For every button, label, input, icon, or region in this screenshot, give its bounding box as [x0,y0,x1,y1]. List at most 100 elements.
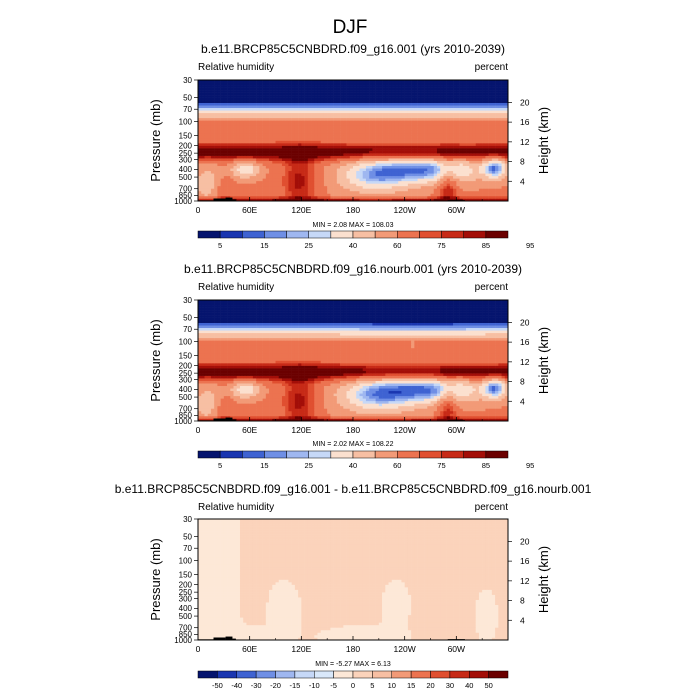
field-cell [320,122,325,126]
colorbar-label: 5 [218,241,222,250]
field-cell [343,165,347,169]
field-cell [401,120,405,124]
field-cell [353,90,357,93]
field-cell [314,153,318,156]
field-cell [449,132,454,136]
field-cell [378,112,383,116]
colorbar-label: 75 [437,241,445,250]
field-cell [466,143,470,146]
field-cell [323,102,328,106]
field-cell [375,165,380,169]
field-cell [269,110,273,114]
field-cell [230,173,234,177]
field-cell [343,418,347,421]
field-cell [323,163,328,167]
field-cell [443,170,447,174]
field-cell [430,150,435,154]
field-cell [369,105,373,109]
field-cell [349,163,354,167]
field-cell [472,413,477,417]
field-cell [359,413,363,417]
field-cell [281,418,286,421]
field-cell [382,163,386,167]
field-cell [398,140,402,144]
field-cell [394,130,399,134]
field-cell [294,158,299,161]
field-cell [201,193,205,197]
field-cell [343,188,347,192]
field-cell [220,188,225,192]
field-cell [333,132,338,136]
field-cell [378,122,383,126]
field-cell [320,85,325,88]
field-cell [265,190,270,194]
field-cell [459,90,464,93]
field-cell [501,127,506,131]
field-cell [233,90,238,93]
field-cell [433,117,438,121]
field-cell [298,125,302,129]
field-cell [385,190,389,194]
field-cell [453,155,457,159]
field-cell [478,195,483,199]
contour-field [198,80,508,201]
field-cell [223,180,228,184]
field-cell [440,195,444,199]
field-cell [281,175,286,179]
field-cell [433,168,438,172]
field-cell [311,190,315,194]
field-cell [498,122,502,126]
field-cell [378,163,383,167]
field-cell [304,115,309,119]
field-cell [323,183,328,187]
field-cell [336,188,341,192]
field-cell [417,102,422,106]
field-cell [256,198,260,201]
field-cell [472,125,477,129]
field-cell [327,165,331,169]
field-cell [323,168,328,172]
field-cell [307,85,312,88]
field-cell [453,165,457,169]
field-cell [407,100,412,103]
field-cell [349,110,354,114]
field-cell [398,120,402,124]
field-cell [459,183,464,187]
field-cell [336,163,341,167]
field-cell [417,115,422,119]
field-cell [249,170,254,174]
field-cell [417,170,422,174]
field-cell [285,97,289,101]
field-cell [252,175,257,179]
field-cell [259,163,263,167]
field-cell [414,80,418,83]
field-cell [246,185,250,189]
field-cell [259,190,263,194]
field-cell [259,188,263,192]
field-cell [369,120,373,124]
field-cell [427,173,431,177]
field-cell [362,87,367,91]
field-cell [314,183,318,187]
field-cell [485,418,489,421]
field-cell [478,190,483,194]
field-cell [353,97,357,101]
field-cell [239,165,244,169]
field-cell [475,130,480,134]
field-cell [404,80,409,83]
colorbar-box [397,230,420,239]
field-cell [417,112,422,116]
field-cell [404,82,409,86]
field-cell [269,183,273,187]
field-cell [223,82,228,86]
field-cell [420,168,425,172]
field-cell [327,105,331,109]
field-cell [346,117,351,121]
field-cell [501,198,506,201]
field-cell [304,415,309,419]
field-cell [498,148,502,151]
field-cell [411,165,415,169]
field-cell [459,175,464,179]
field-cell [462,193,467,197]
field-cell [440,97,444,101]
